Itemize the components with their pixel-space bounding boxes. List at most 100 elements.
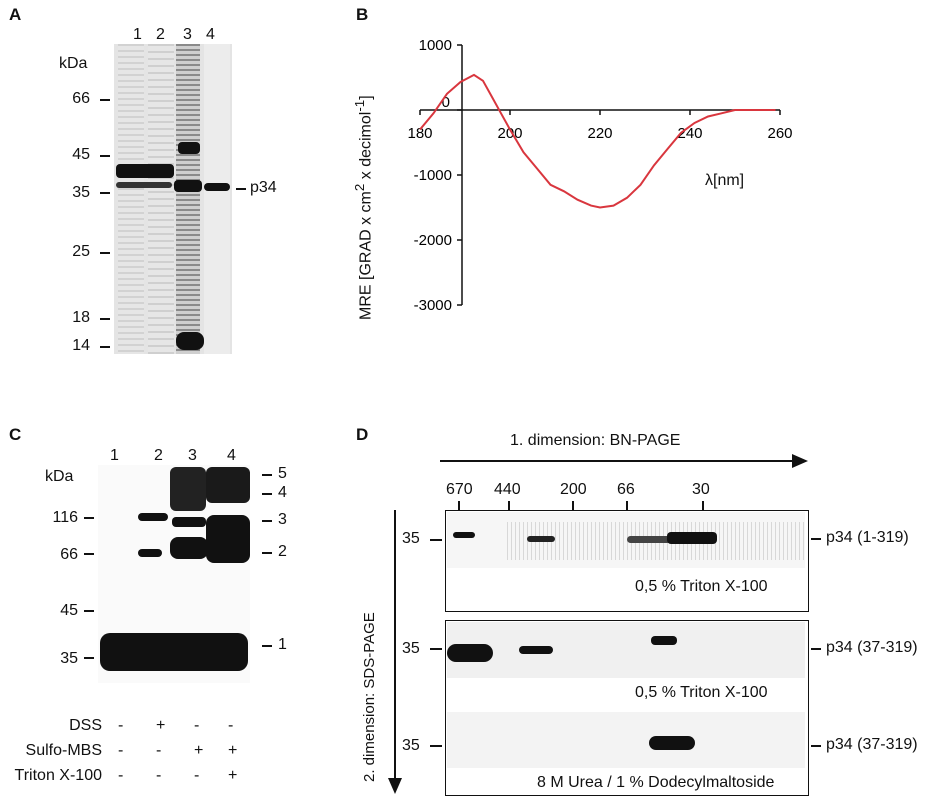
gel-spot	[527, 536, 555, 542]
gel-band	[138, 513, 168, 521]
condition-sulfo-mbs: Sulfo-MBS	[25, 742, 102, 759]
gel-spot	[453, 532, 475, 538]
lane-label-2: 2	[156, 26, 165, 43]
bn-marker-440: 440	[494, 481, 521, 498]
condition-value: +	[156, 717, 166, 734]
band-number-5: 5	[278, 465, 287, 482]
gel-band	[204, 183, 230, 191]
gel-band	[174, 180, 202, 192]
marker-45: 45	[72, 146, 90, 163]
marker-tick	[100, 346, 110, 348]
gel-label-tick	[811, 648, 821, 650]
gel-image-a	[114, 44, 232, 354]
y-tick-label: -1000	[414, 167, 452, 184]
bn-marker-tick	[572, 501, 574, 510]
panel-letter-b: B	[356, 5, 369, 24]
marker-66: 66	[72, 90, 90, 107]
marker-66: 66	[60, 546, 78, 563]
gel-3-marker: 35	[402, 737, 420, 754]
x-tick-label: 220	[587, 125, 612, 142]
marker-18: 18	[72, 309, 90, 326]
first-dimension-label: 1. dimension: BN-PAGE	[510, 432, 681, 449]
unit-label: kDa	[45, 468, 74, 485]
marker-tick	[100, 155, 110, 157]
y-axis-label: MRE [GRAD x cm2 x decimol-1]	[352, 95, 375, 320]
panel-letter-d: D	[356, 425, 369, 444]
lane-label-3: 3	[188, 447, 197, 464]
marker-tick	[100, 252, 110, 254]
gel-label-tick	[811, 745, 821, 747]
gel-marker-tick	[430, 745, 442, 747]
x-tick-label: 260	[767, 125, 792, 142]
cd-series-line	[419, 73, 776, 209]
gel-band	[176, 332, 204, 350]
y-axis-label-sup: 2	[352, 183, 367, 192]
gel-lane	[118, 44, 144, 354]
lane-label-3: 3	[183, 26, 192, 43]
bn-marker-200: 200	[560, 481, 587, 498]
gel-frame-2-3	[445, 620, 809, 796]
lane-label-4: 4	[206, 26, 215, 43]
gel-band	[172, 517, 206, 527]
gel-2-protein-label: p34 (37-319)	[826, 639, 918, 656]
condition-triton: Triton X-100	[14, 767, 102, 784]
marker-45: 45	[60, 602, 78, 619]
gel-image-d2	[447, 622, 805, 678]
lane-label-4: 4	[227, 447, 236, 464]
band-number-4: 4	[278, 484, 287, 501]
first-dimension-arrow	[440, 454, 808, 468]
marker-25: 25	[72, 243, 90, 260]
cd-spectrum-chart: 1000 0 -1000 -2000 -3000 180 200 220 240 260	[407, 37, 792, 314]
gel-frame-1	[445, 510, 809, 612]
y-axis-label-part: x decimol	[357, 111, 375, 184]
gel-1-protein-label: p34 (1-319)	[826, 529, 909, 546]
gel-band	[178, 142, 200, 154]
panel-letter-c: C	[9, 425, 22, 444]
condition-value: -	[118, 717, 124, 734]
bn-marker-tick	[626, 501, 628, 510]
gel-label-tick	[811, 538, 821, 540]
lane-label-1: 1	[110, 447, 119, 464]
gel-band	[170, 537, 208, 559]
condition-value: -	[194, 767, 200, 784]
gel-image-d1	[447, 512, 805, 568]
bn-marker-670: 670	[446, 481, 473, 498]
unit-label: kDa	[59, 55, 88, 72]
y-axis-label-part: MRE [GRAD x cm	[357, 191, 375, 320]
gel-band	[116, 164, 174, 178]
gel-marker-tick	[430, 648, 442, 650]
x-tick-label: 180	[407, 125, 432, 142]
band-tick	[262, 520, 272, 522]
marker-tick	[100, 318, 110, 320]
condition-value: -	[118, 767, 124, 784]
marker-tick	[100, 99, 110, 101]
gel-marker-tick	[430, 539, 442, 541]
gel-spot	[627, 536, 687, 543]
marker-116: 116	[52, 509, 78, 526]
condition-value: +	[194, 742, 204, 759]
bn-marker-tick	[702, 501, 704, 510]
condition-dss: DSS	[69, 717, 102, 734]
bn-marker-tick	[458, 501, 460, 510]
gel-spot	[447, 644, 493, 662]
gel-spot	[649, 736, 695, 750]
bn-marker-30: 30	[692, 481, 710, 498]
band-tick	[262, 552, 272, 554]
band-tick	[262, 493, 272, 495]
marker-35: 35	[60, 650, 78, 667]
gel-3-detergent: 8 M Urea / 1 % Dodecylmaltoside	[537, 774, 775, 791]
marker-tick	[84, 517, 94, 519]
condition-value: -	[228, 717, 234, 734]
x-axis-label: λ[nm]	[705, 172, 745, 189]
gel-band	[206, 467, 250, 503]
x-tick-label: 200	[497, 125, 522, 142]
gel-band	[170, 467, 206, 511]
panel-letter-a: A	[9, 5, 22, 24]
condition-value: -	[156, 767, 162, 784]
gel-2-detergent: 0,5 % Triton X-100	[635, 684, 768, 701]
band-number-2: 2	[278, 543, 287, 560]
condition-value: +	[228, 742, 238, 759]
condition-value: -	[118, 742, 124, 759]
gel-3-protein-label: p34 (37-319)	[826, 736, 918, 753]
y-tick-label: -3000	[414, 297, 452, 314]
